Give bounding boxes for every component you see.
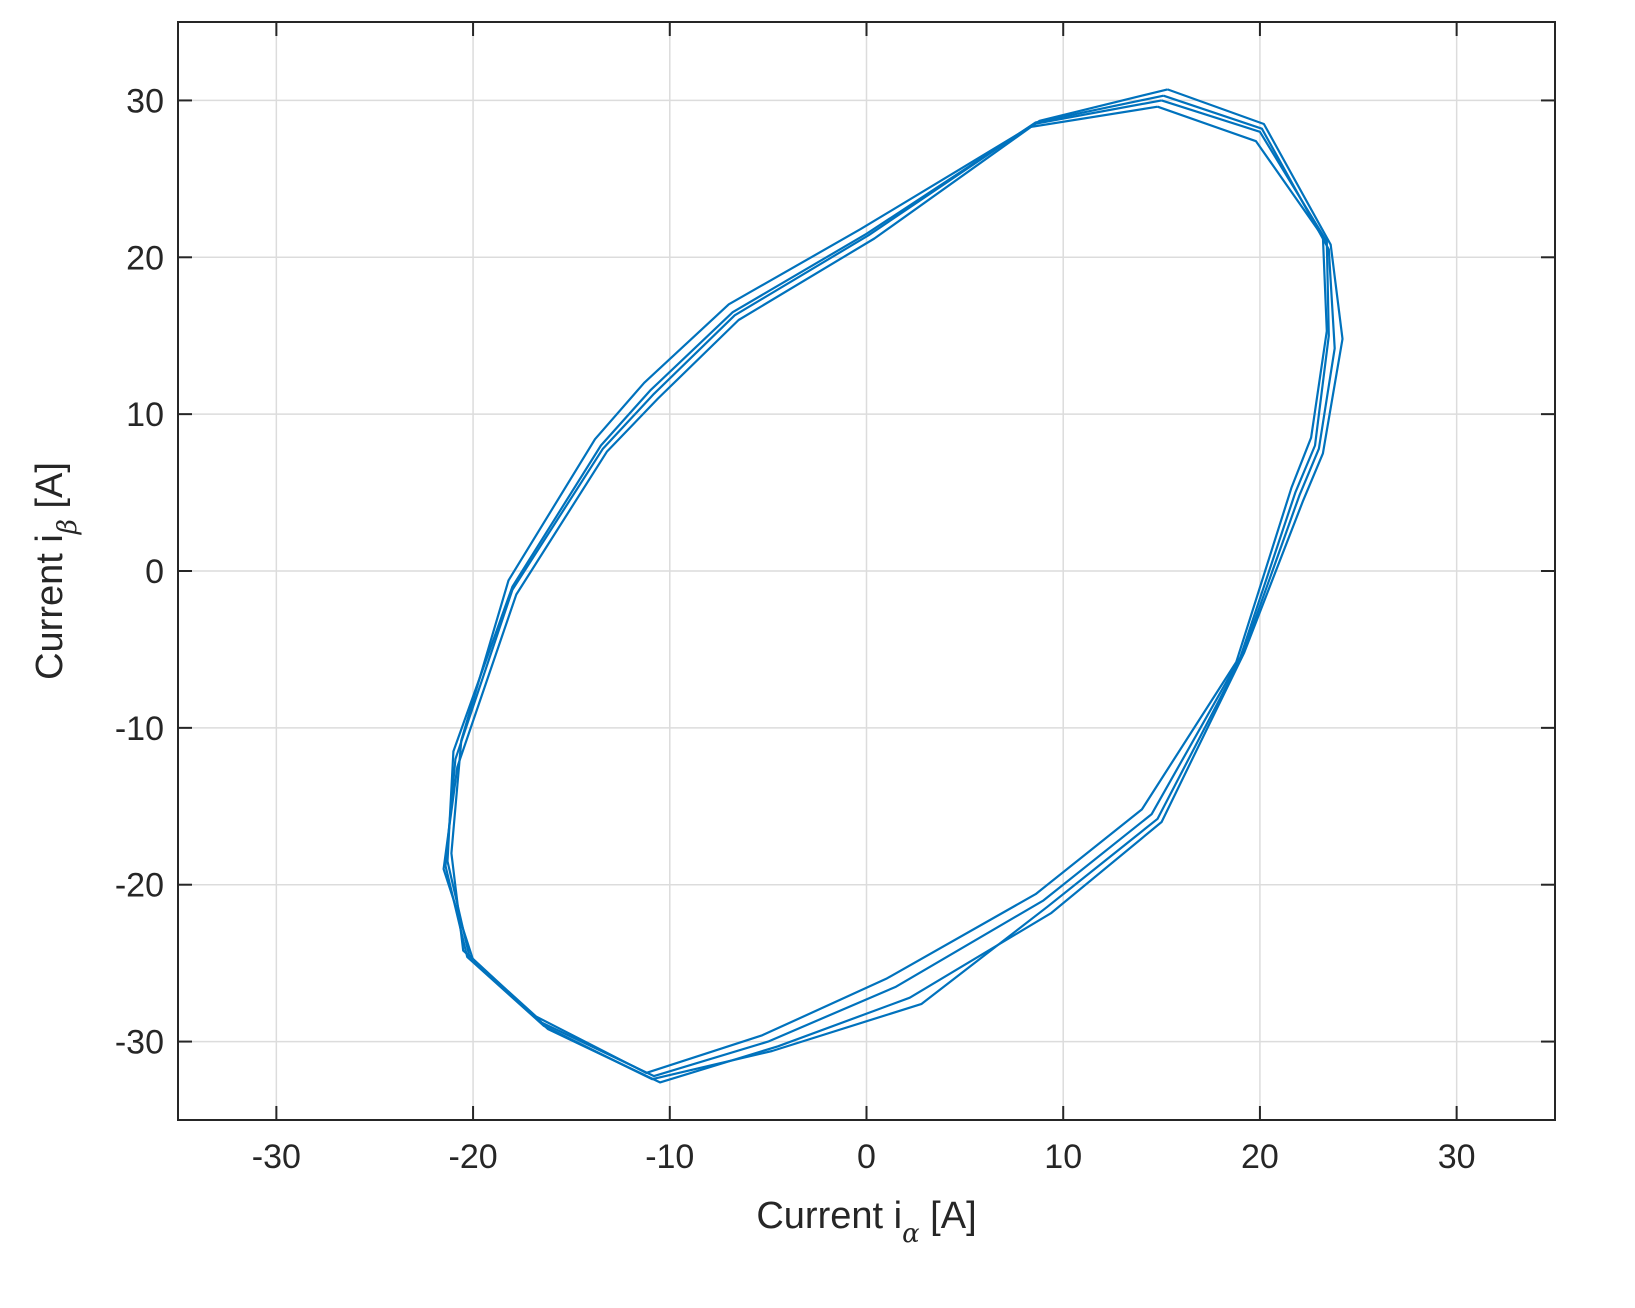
x-tick-label: 0 xyxy=(857,1138,876,1176)
x-tick-label: -10 xyxy=(645,1138,694,1176)
x-tick-label: -20 xyxy=(449,1138,498,1176)
y-axis-label: Current iβ [A] xyxy=(29,462,83,680)
x-tick-label: 10 xyxy=(1044,1138,1082,1176)
y-tick-label: 30 xyxy=(126,82,164,120)
tick-labels: -30 -20 -10 0 10 20 30 -30 -20 -10 0 10 20 30 xyxy=(115,82,1476,1176)
y-tick-label: 20 xyxy=(126,239,164,277)
plot-series xyxy=(442,88,1344,1084)
x-axis-label: Current iα [A] xyxy=(756,1195,976,1249)
series-line xyxy=(446,99,1330,1078)
series-line xyxy=(450,105,1328,1075)
x-tick-label: 20 xyxy=(1241,1138,1279,1176)
ticks xyxy=(178,22,1555,1120)
y-tick-label: -30 xyxy=(115,1024,164,1062)
y-tick-label: -20 xyxy=(115,867,164,905)
y-tick-label: 0 xyxy=(145,553,164,591)
grid xyxy=(178,22,1555,1120)
series-line xyxy=(442,88,1344,1084)
series-line xyxy=(444,94,1336,1081)
y-tick-label: 10 xyxy=(126,396,164,434)
x-tick-label: -30 xyxy=(252,1138,301,1176)
y-tick-label: -10 xyxy=(115,710,164,748)
x-tick-label: 30 xyxy=(1438,1138,1476,1176)
